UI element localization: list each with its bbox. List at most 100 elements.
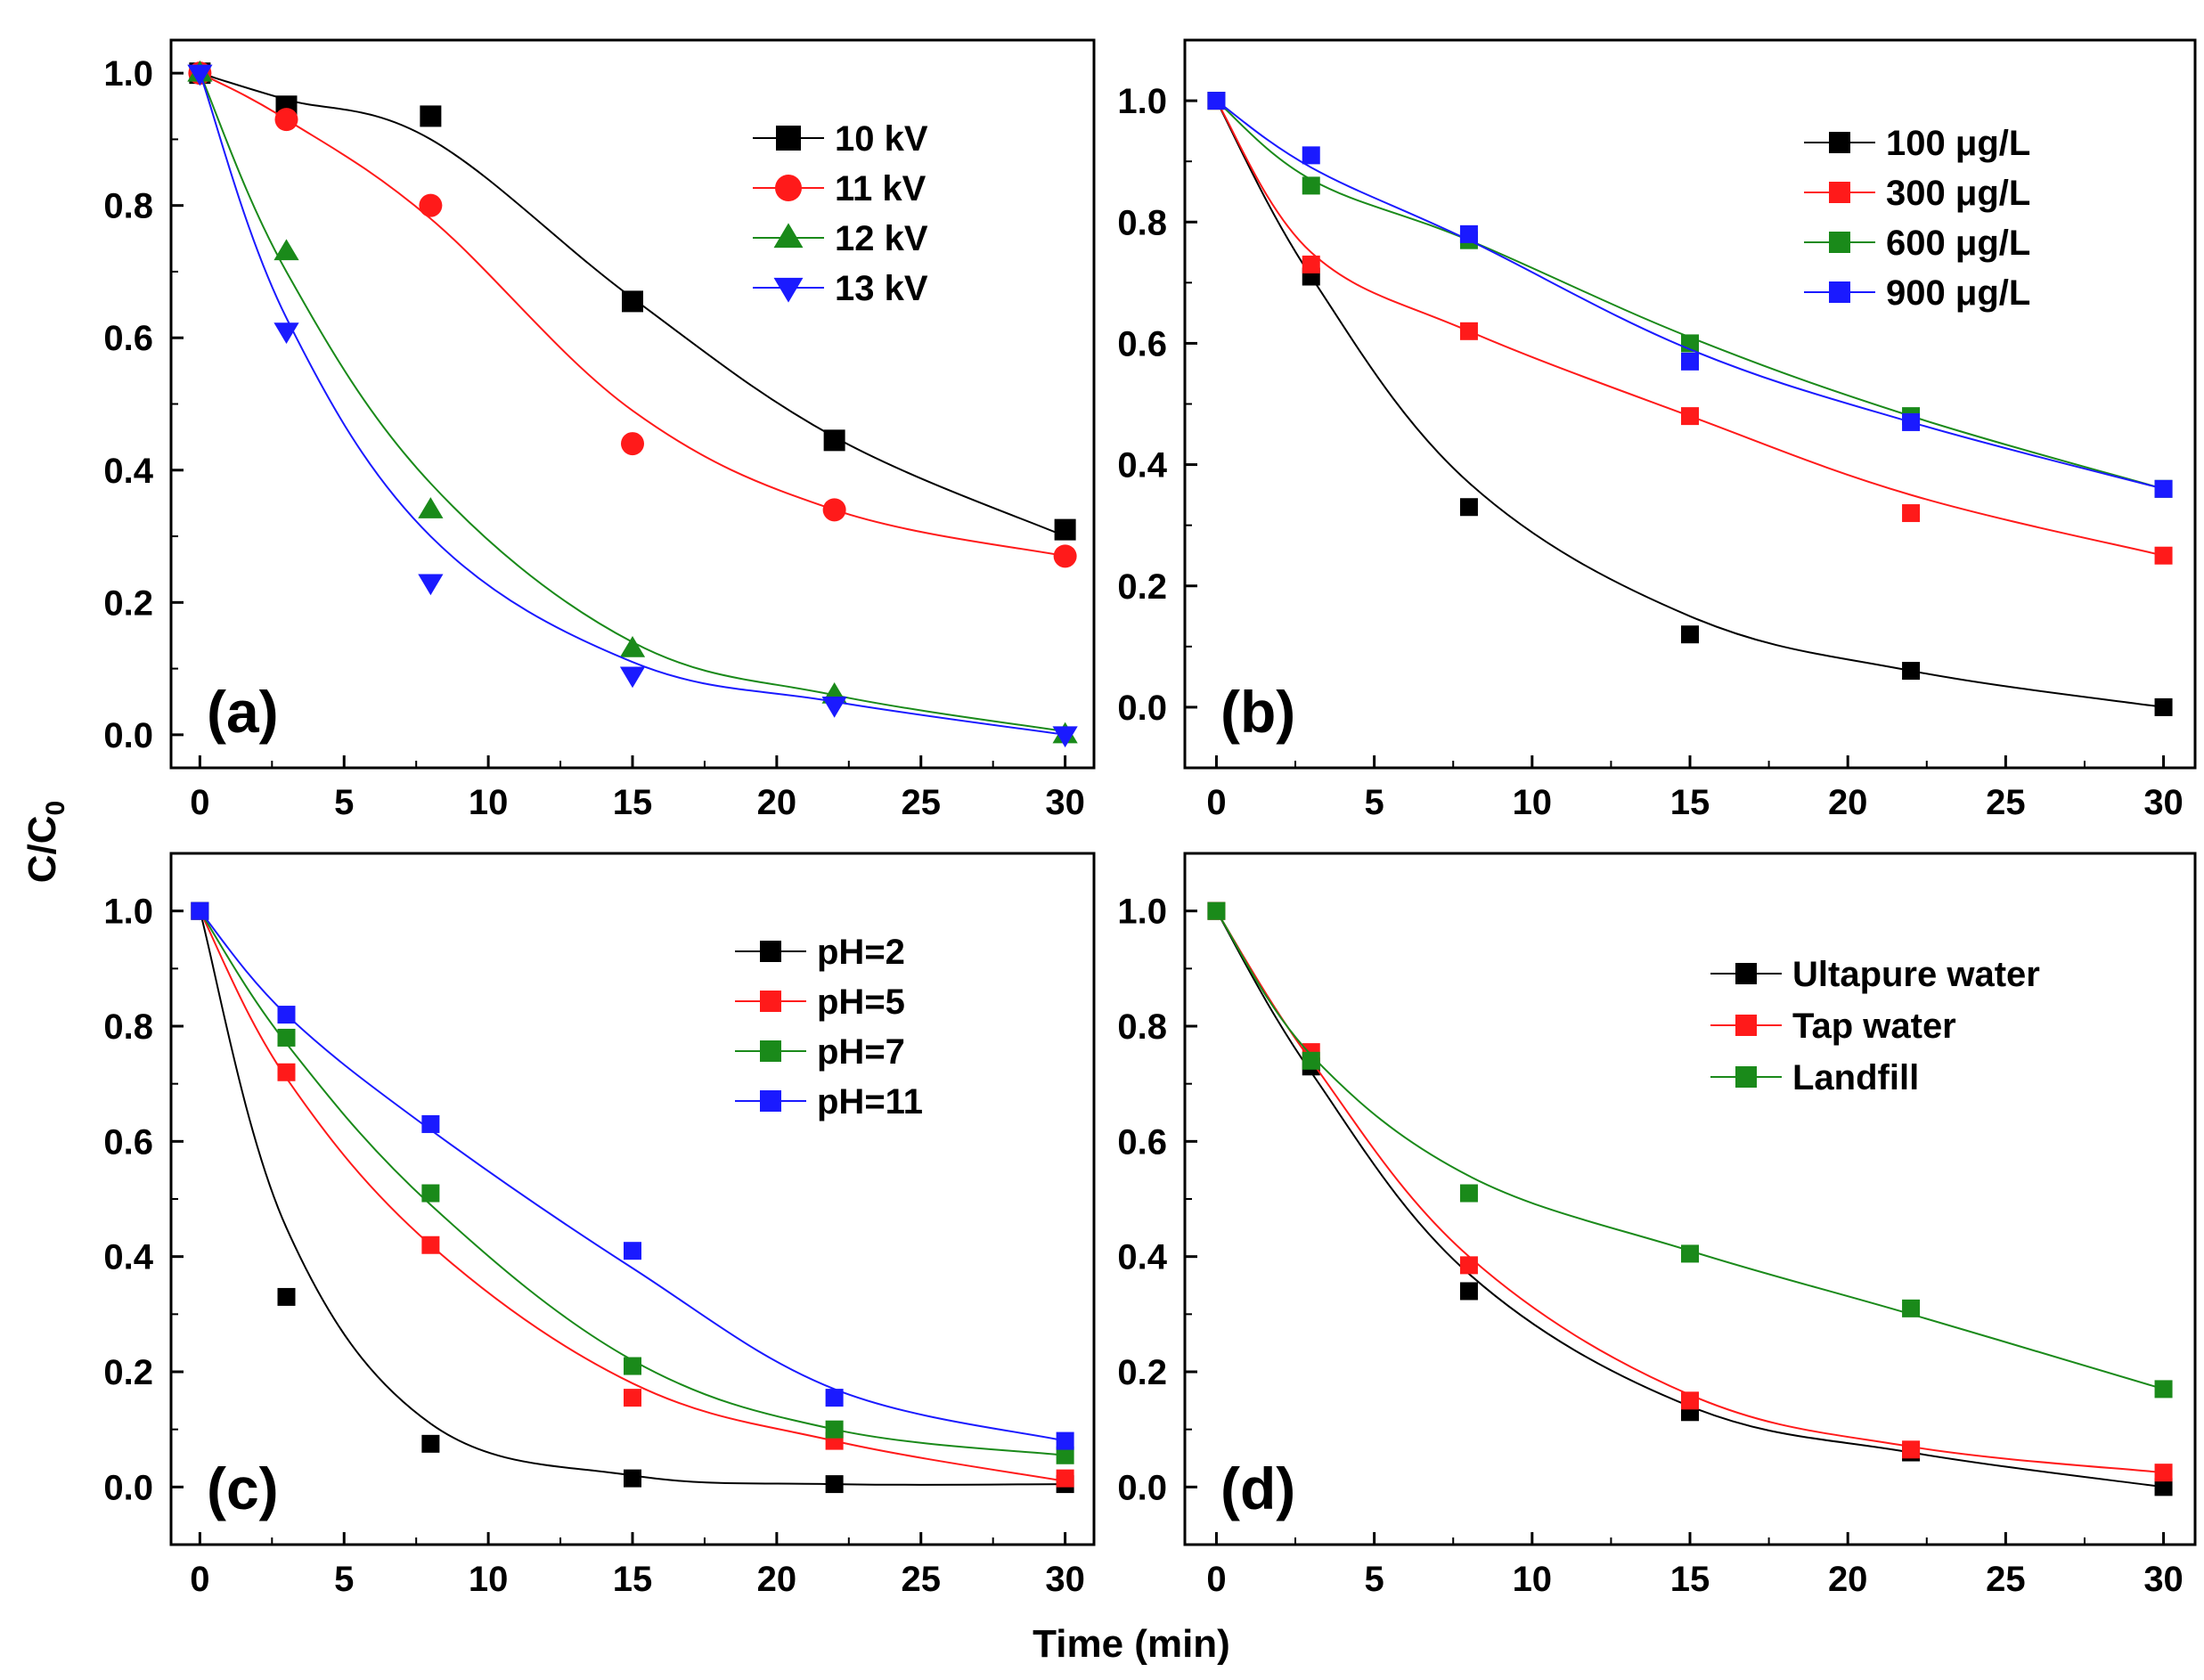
data-point xyxy=(2154,1464,2173,1482)
x-tick-label: 20 xyxy=(1828,1560,1868,1599)
y-tick-label: 0.0 xyxy=(103,1468,153,1507)
y-axis-ticks: 0.0 0.2 0.4 0.6 0.8 1.0 xyxy=(1117,893,1197,1507)
x-tick-label: 20 xyxy=(757,1560,797,1599)
data-point xyxy=(1459,224,1478,243)
legend-label: 900 μg/L xyxy=(1886,273,2030,313)
x-tick-label: 25 xyxy=(1986,1560,2026,1599)
x-tick-label: 15 xyxy=(1670,1560,1710,1599)
fit-curve xyxy=(199,910,1065,1486)
legend-marker xyxy=(1829,182,1850,203)
series-2 xyxy=(1207,901,2173,1399)
data-point xyxy=(1681,625,1699,644)
data-point xyxy=(1056,1431,1074,1450)
data-point xyxy=(624,1357,641,1375)
y-tick-label: 1.0 xyxy=(1117,893,1167,932)
legend-marker xyxy=(1829,232,1850,253)
y-tick-label: 0.4 xyxy=(1117,446,1167,485)
legend-marker xyxy=(776,126,801,151)
series-1 xyxy=(191,901,1074,1488)
y-tick-label: 0.0 xyxy=(1117,689,1167,728)
data-point xyxy=(421,1434,440,1453)
legend-label: 11 kV xyxy=(835,169,926,208)
x-tick-label: 5 xyxy=(1365,783,1384,822)
y-tick-label: 0.4 xyxy=(103,452,153,491)
data-point xyxy=(1053,544,1077,568)
data-point xyxy=(191,901,209,920)
x-tick-label: 15 xyxy=(613,1560,653,1599)
data-point xyxy=(1902,504,1921,523)
data-point xyxy=(421,1114,440,1133)
panels: 0 5 10 15 20 25 30 0.0 0.2 0.4 0.6 0.8 1.0 10 kV 11 kV… xyxy=(103,38,2197,1599)
data-point xyxy=(2154,697,2173,716)
fit-curve xyxy=(1215,100,2164,557)
series-0 xyxy=(191,901,1074,1494)
x-tick-label: 25 xyxy=(902,1560,942,1599)
data-point xyxy=(1302,255,1320,273)
x-tick-label: 0 xyxy=(190,783,209,822)
data-point xyxy=(1207,92,1226,110)
legend-label: 13 kV xyxy=(835,269,928,308)
series-2 xyxy=(187,60,1078,744)
x-tick-label: 0 xyxy=(190,1560,209,1599)
legend-marker xyxy=(773,277,804,303)
legend-label: 12 kV xyxy=(835,219,928,258)
y-tick-label: 0.0 xyxy=(103,716,153,755)
x-tick-label: 15 xyxy=(1670,783,1710,822)
panel-label: (d) xyxy=(1220,1456,1295,1521)
x-tick-label: 5 xyxy=(334,1560,354,1599)
data-point xyxy=(2154,1380,2173,1399)
y-tick-label: 0.4 xyxy=(1117,1238,1167,1277)
data-point xyxy=(1681,352,1699,371)
x-tick-label: 0 xyxy=(1206,1560,1226,1599)
y-axis-ticks: 0.0 0.2 0.4 0.6 0.8 1.0 xyxy=(1117,82,1197,728)
y-tick-label: 0.8 xyxy=(103,1007,153,1047)
data-point xyxy=(1681,1244,1699,1263)
x-axis-ticks: 0 5 10 15 20 25 30 xyxy=(190,1532,1085,1599)
legend-marker xyxy=(1735,1066,1757,1088)
panel-label: (a) xyxy=(207,679,279,745)
x-tick-label: 25 xyxy=(902,783,942,822)
fit-curve xyxy=(199,72,1065,736)
y-axis-title-text: C/C0 xyxy=(20,801,70,883)
x-tick-label: 30 xyxy=(2143,1560,2184,1599)
data-point xyxy=(1681,407,1699,426)
data-point xyxy=(1459,322,1478,340)
panel-b: 0 5 10 15 20 25 30 0.0 0.2 0.4 0.6 0.8 1.0 100 μg/L 30… xyxy=(1117,38,2197,822)
data-point xyxy=(421,1184,440,1203)
data-point xyxy=(1902,662,1921,681)
y-axis-ticks: 0.0 0.2 0.4 0.6 0.8 1.0 xyxy=(103,893,184,1507)
data-point xyxy=(274,108,298,132)
legend-marker xyxy=(775,175,802,201)
data-point xyxy=(1302,1051,1320,1070)
data-point xyxy=(273,322,299,345)
data-point xyxy=(273,239,299,261)
data-point xyxy=(619,666,646,689)
x-tick-label: 10 xyxy=(1513,783,1553,822)
y-tick-label: 0.4 xyxy=(103,1238,153,1277)
data-point xyxy=(1459,498,1478,517)
x-tick-label: 0 xyxy=(1206,783,1226,822)
data-point xyxy=(1902,412,1921,431)
data-point xyxy=(825,1475,844,1494)
legend-marker xyxy=(760,941,781,962)
legend-label: 10 kV xyxy=(835,119,928,159)
y-tick-label: 0.6 xyxy=(103,1122,153,1162)
x-tick-label: 25 xyxy=(1986,783,2026,822)
data-point xyxy=(624,1242,641,1260)
legend-label: 100 μg/L xyxy=(1886,124,2030,163)
series-2 xyxy=(191,901,1074,1464)
y-tick-label: 0.2 xyxy=(103,1353,153,1392)
legend-marker xyxy=(1735,1015,1757,1036)
x-tick-label: 5 xyxy=(334,783,354,822)
data-point xyxy=(420,105,442,127)
x-axis-ticks: 0 5 10 15 20 25 30 xyxy=(1206,1532,2184,1599)
legend-marker xyxy=(1829,281,1850,303)
data-point xyxy=(277,1287,296,1306)
data-point xyxy=(1459,1282,1478,1301)
y-tick-label: 0.8 xyxy=(1117,1007,1167,1047)
legend-label: 300 μg/L xyxy=(1886,174,2030,213)
y-tick-label: 0.2 xyxy=(1117,1353,1167,1392)
x-tick-label: 20 xyxy=(757,783,797,822)
data-point xyxy=(1056,1446,1074,1464)
x-tick-label: 10 xyxy=(1513,1560,1553,1599)
